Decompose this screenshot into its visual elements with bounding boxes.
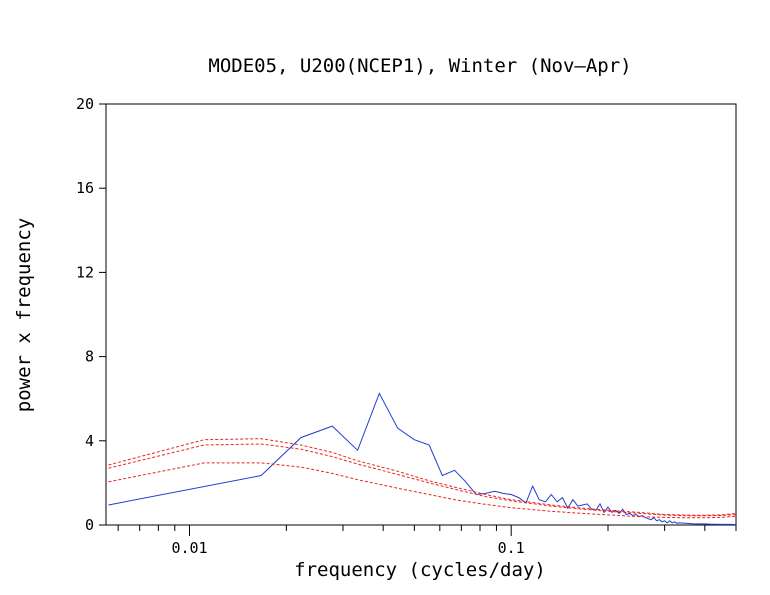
significance-line-2 xyxy=(108,443,737,517)
plot-frame xyxy=(105,103,737,526)
y-tick-label: 16 xyxy=(76,179,94,197)
chart-title: MODE05, U200(NCEP1), Winter (Nov–Apr) xyxy=(208,55,631,77)
y-axis-label: power x frequency xyxy=(13,218,35,412)
y-tick-label: 12 xyxy=(76,263,94,281)
x-axis-label: frequency (cycles/day) xyxy=(294,559,546,581)
x-tick-label: 0.01 xyxy=(171,539,207,557)
y-tick-label: 4 xyxy=(85,432,94,450)
tick-labels: 0 4 8 12 16 20 0.01 0.1 xyxy=(76,95,525,557)
y-tick-label: 0 xyxy=(85,516,94,534)
x-tick-label: 0.1 xyxy=(498,539,525,557)
y-tick-label: 8 xyxy=(85,348,94,366)
spectrum-line xyxy=(108,392,737,526)
y-tick-label: 20 xyxy=(76,95,94,113)
plot-area: 0 4 8 12 16 20 0.01 0.1 xyxy=(76,95,737,557)
series-layer xyxy=(108,392,737,526)
significance-line-1 xyxy=(108,438,737,516)
significance-line-3 xyxy=(108,462,737,519)
axis-ticks xyxy=(99,103,737,536)
